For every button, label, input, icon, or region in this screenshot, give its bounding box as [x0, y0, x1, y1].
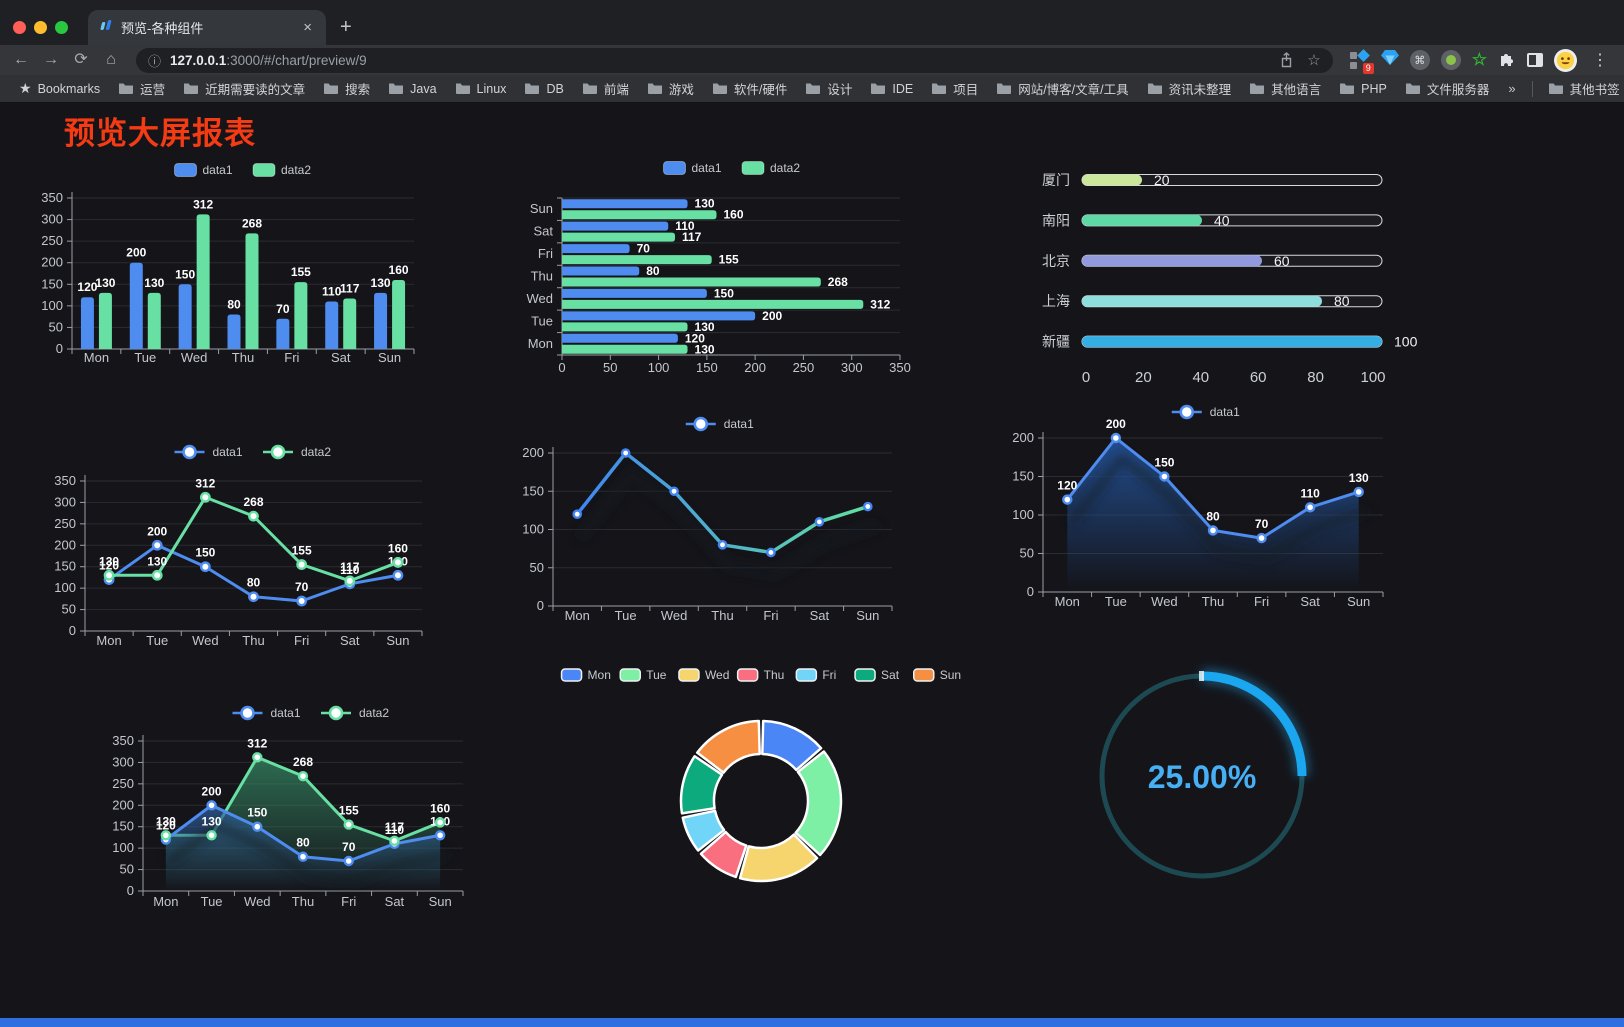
share-icon[interactable] [1280, 52, 1293, 68]
bookmark-folder-label: 近期需要读的文章 [205, 83, 306, 97]
bookmark-folder[interactable]: DB [515, 81, 572, 97]
folder-icon [323, 81, 339, 97]
bookmark-folder-label: PHP [1361, 81, 1387, 96]
bookmark-folder[interactable]: 游戏 [638, 79, 703, 98]
bookmarks-star-icon: ★ [19, 80, 32, 96]
bookmark-star-icon[interactable]: ☆ [1307, 52, 1321, 69]
bookmarks-root[interactable]: ★ Bookmarks [10, 80, 109, 97]
tab-favicon-icon [98, 18, 113, 38]
bookmark-folder-label: 游戏 [668, 83, 694, 97]
folder-icon [455, 81, 471, 97]
bookmark-folder-label: 文件服务器 [1426, 83, 1490, 97]
tab-strip: 预览-各种组件 × + [0, 0, 1624, 45]
page-title: 预览大屏报表 [64, 116, 256, 151]
close-window-button[interactable] [13, 21, 26, 34]
bookmark-folder[interactable]: 前端 [573, 79, 638, 98]
bookmark-folder[interactable]: IDE [861, 81, 922, 97]
extensions-area: 9 ⌘ ☆ ⋮ [1343, 48, 1618, 74]
folder-icon [118, 81, 134, 97]
bookmark-folder[interactable]: 搜索 [314, 79, 379, 98]
forward-icon[interactable]: → [43, 51, 59, 68]
bookmark-folder-label: 其他语言 [1271, 83, 1322, 97]
bookmark-folder[interactable]: Linux [446, 81, 516, 97]
folder-icon [183, 81, 199, 97]
site-info-icon[interactable]: ⓘ [148, 53, 162, 69]
bookmark-folder[interactable]: 其他语言 [1240, 79, 1330, 98]
bookmark-folder-label: 项目 [953, 83, 979, 97]
extension-grid-icon[interactable]: 9 [1349, 48, 1374, 74]
bookmarks-label: Bookmarks [37, 81, 101, 96]
folder-icon [1249, 81, 1265, 97]
browser-menu-icon[interactable]: ⋮ [1592, 52, 1608, 69]
window-controls [0, 21, 82, 45]
bookmark-folder[interactable]: 近期需要读的文章 [174, 79, 314, 98]
folder-icon [1147, 81, 1163, 97]
folder-icon [1405, 81, 1421, 97]
page-content [0, 104, 1624, 1027]
folder-icon [1548, 81, 1564, 97]
bookmark-folder[interactable]: 设计 [796, 79, 861, 98]
folder-icon [582, 81, 598, 97]
bookmark-folder-label: 前端 [603, 83, 629, 97]
folder-icon [388, 81, 404, 97]
address-bar[interactable]: ⓘ 127.0.0.1:3000/#/chart/preview/9 ☆ [136, 47, 1333, 73]
folder-icon [647, 81, 663, 97]
bookmark-folder[interactable]: 网站/博客/文章/工具 [987, 79, 1137, 98]
bookmarks-separator [1531, 80, 1533, 97]
bookmarks-overflow-chevron[interactable]: » [1508, 81, 1516, 96]
browser-tab[interactable]: 预览-各种组件 × [88, 10, 326, 45]
folder-icon [1339, 81, 1355, 97]
bookmark-folder-list: 运营 近期需要读的文章 搜索 Java Linux DB 前端 游戏 软件/硬件 设计 IDE 项目 网… [109, 79, 1498, 98]
other-bookmarks-label: 其他书签 [1569, 83, 1620, 97]
bookmarks-right-group: » 其他书签 [1498, 79, 1624, 98]
bookmark-folder[interactable]: 资讯未整理 [1138, 79, 1241, 98]
bookmark-folder-label: 网站/博客/文章/工具 [1018, 83, 1129, 97]
bookmark-folder-label: 资讯未整理 [1168, 83, 1232, 97]
minimize-window-button[interactable] [34, 21, 47, 34]
bookmark-folder[interactable]: 文件服务器 [1396, 79, 1499, 98]
url-text: 127.0.0.1:3000/#/chart/preview/9 [170, 53, 367, 68]
extension-badge: 9 [1362, 62, 1374, 74]
profile-avatar[interactable] [1554, 48, 1577, 72]
reload-icon[interactable]: ⟳ [74, 51, 88, 68]
tab-close-icon[interactable]: × [303, 19, 312, 36]
new-tab-button[interactable]: + [340, 16, 352, 38]
bookmark-folder-label: Java [410, 81, 437, 96]
home-icon[interactable]: ⌂ [106, 51, 116, 68]
bookmark-folder[interactable]: 项目 [922, 79, 987, 98]
bookmark-folder-label: 设计 [827, 83, 853, 97]
bookmark-folder[interactable]: 运营 [109, 79, 174, 98]
folder-icon [524, 81, 540, 97]
bookmark-folder-label: DB [546, 81, 564, 96]
green-star-extension-icon[interactable]: ☆ [1471, 50, 1487, 69]
bookmark-folder-label: 搜索 [345, 83, 371, 97]
folder-icon [805, 81, 821, 97]
bookmark-folder[interactable]: PHP [1330, 81, 1396, 97]
gem-extension-icon[interactable] [1380, 50, 1399, 70]
bookmark-folder[interactable]: Java [379, 81, 445, 97]
browser-window: 预览-各种组件 × + ← → ⟳ ⌂ ⓘ 127.0.0.1:3000/#/c… [0, 0, 1624, 103]
side-panel-icon[interactable] [1527, 53, 1543, 67]
folder-icon [996, 81, 1012, 97]
bookmark-folder-label: 软件/硬件 [733, 83, 788, 97]
command-extension-icon[interactable]: ⌘ [1409, 50, 1430, 70]
folder-icon [931, 81, 947, 97]
folder-icon [712, 81, 728, 97]
back-icon[interactable]: ← [13, 51, 29, 68]
bookmark-folder-label: 运营 [140, 83, 166, 97]
bookmark-folder[interactable]: 软件/硬件 [703, 79, 796, 98]
maximize-window-button[interactable] [55, 21, 68, 34]
url-path: :3000/#/chart/preview/9 [226, 52, 367, 68]
folder-icon [870, 81, 886, 97]
recorder-extension-icon[interactable] [1440, 50, 1461, 70]
tab-title: 预览-各种组件 [121, 21, 204, 36]
bottom-bar [0, 1018, 1624, 1027]
puzzle-extensions-icon[interactable] [1498, 49, 1516, 72]
bookmark-folder-label: Linux [476, 81, 507, 96]
bookmark-folder-label: IDE [892, 81, 914, 96]
bookmarks-bar: ★ Bookmarks 运营 近期需要读的文章 搜索 Java Linux DB 前端 游戏 软… [0, 75, 1624, 103]
other-bookmarks-folder[interactable]: 其他书签 [1539, 79, 1624, 98]
browser-toolbar: ← → ⟳ ⌂ ⓘ 127.0.0.1:3000/#/chart/preview… [0, 45, 1624, 75]
url-host: 127.0.0.1 [170, 52, 227, 68]
